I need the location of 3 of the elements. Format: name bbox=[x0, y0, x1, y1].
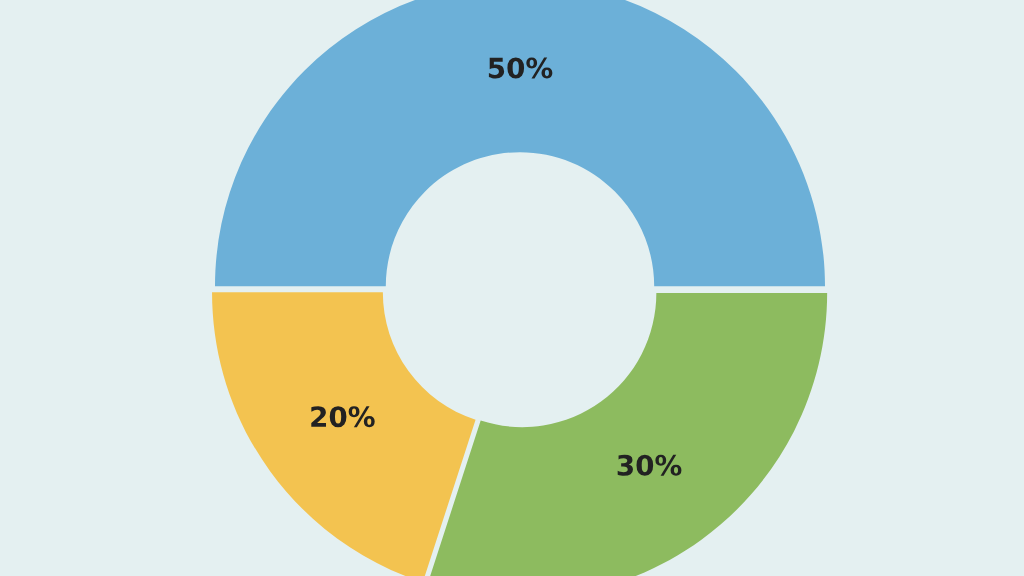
data-label: 30% bbox=[617, 454, 682, 476]
data-label: 20% bbox=[311, 406, 375, 428]
data-label: 50% bbox=[488, 57, 553, 79]
